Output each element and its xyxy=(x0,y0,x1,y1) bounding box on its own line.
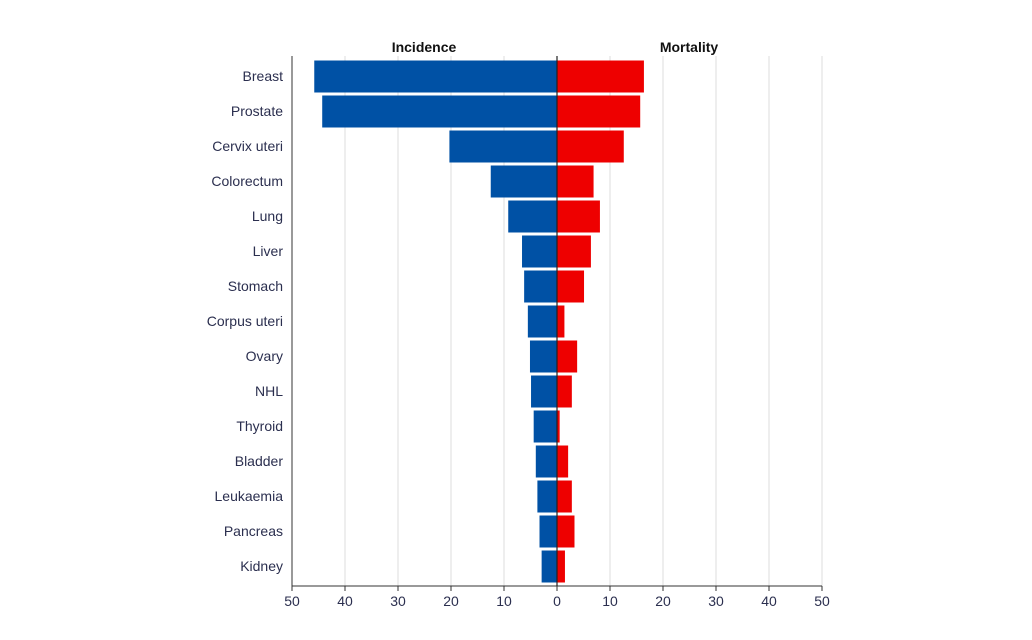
mortality-bar xyxy=(557,375,572,408)
mortality-title: Mortality xyxy=(660,39,719,55)
tick-label: 10 xyxy=(496,593,512,609)
tick-label: 50 xyxy=(284,593,300,609)
mortality-bar xyxy=(557,270,585,303)
mortality-bar xyxy=(557,235,591,268)
incidence-bar xyxy=(539,515,557,548)
incidence-bar xyxy=(508,200,557,233)
incidence-bar xyxy=(490,165,557,198)
category-label: Prostate xyxy=(231,103,283,119)
mortality-bar xyxy=(557,200,600,233)
tick-label: 30 xyxy=(708,593,724,609)
incidence-bar xyxy=(535,445,557,478)
category-label: Kidney xyxy=(240,558,283,574)
incidence-bar xyxy=(527,305,557,338)
category-label: Cervix uteri xyxy=(212,138,283,154)
category-label: Thyroid xyxy=(236,418,283,434)
category-label: Colorectum xyxy=(211,173,283,189)
category-label: NHL xyxy=(255,383,283,399)
mortality-bar xyxy=(557,60,644,93)
tick-label: 0 xyxy=(553,593,561,609)
mortality-bar xyxy=(557,515,575,548)
incidence-bar xyxy=(522,235,557,268)
tick-label: 50 xyxy=(814,593,830,609)
mortality-bar xyxy=(557,445,569,478)
mortality-bar xyxy=(557,410,560,443)
incidence-title: Incidence xyxy=(392,39,457,55)
tick-label: 10 xyxy=(602,593,618,609)
incidence-bar xyxy=(524,270,557,303)
incidence-bar xyxy=(322,95,557,128)
category-label: Stomach xyxy=(228,278,283,294)
mortality-bar xyxy=(557,480,572,513)
category-label: Leukaemia xyxy=(215,488,284,504)
mortality-bar xyxy=(557,165,594,198)
mortality-bar xyxy=(557,550,565,583)
tick-label: 20 xyxy=(655,593,671,609)
mortality-bars xyxy=(557,60,644,583)
incidence-bar xyxy=(314,60,557,93)
incidence-bars xyxy=(314,60,557,583)
category-label: Ovary xyxy=(246,348,283,364)
incidence-bar xyxy=(449,130,557,163)
mortality-bar xyxy=(557,305,565,338)
tick-label: 40 xyxy=(337,593,353,609)
category-label: Lung xyxy=(252,208,283,224)
category-label: Liver xyxy=(253,243,284,259)
incidence-bar xyxy=(529,340,557,373)
category-label: Corpus uteri xyxy=(207,313,283,329)
mortality-bar xyxy=(557,340,578,373)
tick-label: 30 xyxy=(390,593,406,609)
category-label: Bladder xyxy=(235,453,284,469)
mortality-bar xyxy=(557,95,641,128)
category-label: Breast xyxy=(243,68,284,84)
mortality-bar xyxy=(557,130,624,163)
incidence-bar xyxy=(533,410,557,443)
tick-label: 40 xyxy=(761,593,777,609)
tick-label: 20 xyxy=(443,593,459,609)
tick-labels: 50 40 30 20 10 0 10 20 30 40 50 xyxy=(284,586,830,609)
category-label: Pancreas xyxy=(224,523,283,539)
incidence-bar xyxy=(537,480,557,513)
incidence-bar xyxy=(541,550,557,583)
category-labels: Breast Prostate Cervix uteri Colorectum Lung… xyxy=(207,68,284,574)
incidence-bar xyxy=(531,375,557,408)
